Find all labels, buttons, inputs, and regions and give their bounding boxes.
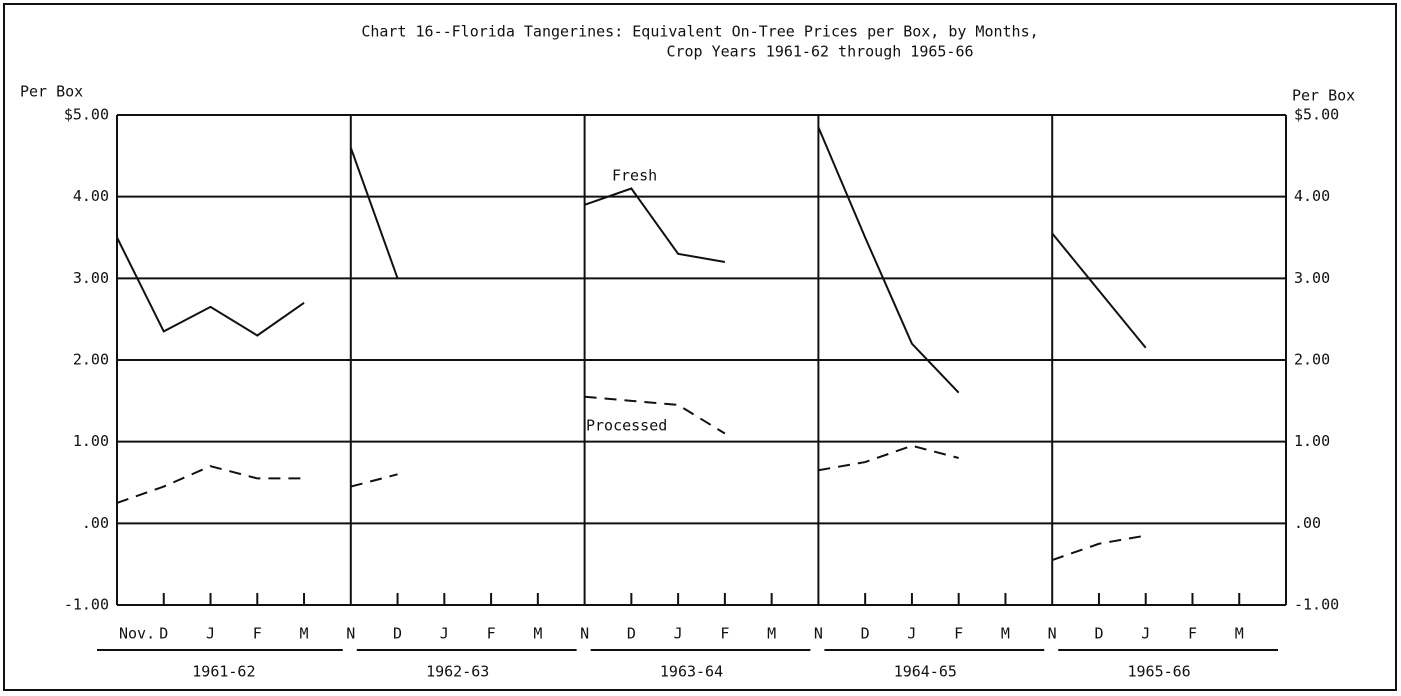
x-tick-label: M (767, 625, 776, 643)
series-line (350, 473, 398, 488)
x-tick-label: F (720, 625, 729, 643)
series-line (1051, 232, 1147, 349)
x-tick-label: M (1235, 625, 1244, 643)
x-tick-label: J (674, 625, 683, 643)
y-tick-label: .00 (82, 514, 109, 532)
series-line (584, 395, 726, 435)
series-annotation: Processed (586, 417, 667, 435)
x-tick-label: N (814, 625, 823, 643)
y-tick-label: 3.00 (73, 269, 109, 287)
y-tick-label: 4.00 (73, 187, 109, 205)
x-tick-label: F (954, 625, 963, 643)
y2-tick-label: 3.00 (1294, 269, 1330, 287)
y2-tick-label: -1.00 (1294, 596, 1339, 614)
group-label: 1962-63 (426, 663, 489, 681)
x-tick-label: F (487, 625, 496, 643)
y-tick-label: 2.00 (73, 351, 109, 369)
y2-tick-label: 1.00 (1294, 432, 1330, 450)
x-tick-label: D (1094, 625, 1103, 643)
x-tick-label: F (253, 625, 262, 643)
x-tick-label: D (159, 625, 168, 643)
chart-title: Chart 16--Florida Tangerines: Equivalent… (361, 23, 1038, 41)
y-tick-label: 1.00 (73, 432, 109, 450)
x-tick-label: M (533, 625, 542, 643)
series-line (817, 126, 960, 394)
x-tick-label: J (1141, 625, 1150, 643)
y-axis-label: Per Box (20, 83, 83, 101)
x-tick-label: J (206, 625, 215, 643)
group-label: 1961-62 (192, 663, 255, 681)
series-line (116, 237, 305, 337)
series-line (349, 147, 399, 279)
chart-subtitle: Crop Years 1961-62 through 1965-66 (666, 43, 973, 61)
series-line (1051, 534, 1146, 562)
y2-axis-label: Per Box (1292, 87, 1355, 105)
x-tick-label: D (393, 625, 402, 643)
x-tick-label: M (300, 625, 309, 643)
group-label: 1965-66 (1127, 663, 1190, 681)
frame (3, 3, 1397, 691)
y2-tick-label: .00 (1294, 514, 1321, 532)
y2-tick-label: 4.00 (1294, 187, 1330, 205)
x-tick-label: F (1188, 625, 1197, 643)
series-line (818, 444, 959, 472)
y-tick-label: $5.00 (64, 106, 109, 124)
x-tick-label: D (627, 625, 636, 643)
group-label: 1963-64 (660, 663, 723, 681)
x-tick-label: M (1001, 625, 1010, 643)
x-tick-label: N (1048, 625, 1057, 643)
y-tick-label: -1.00 (64, 596, 109, 614)
x-tick-label: N (346, 625, 355, 643)
y2-tick-label: $5.00 (1294, 106, 1339, 124)
y2-tick-label: 2.00 (1294, 351, 1330, 369)
x-tick-label: J (907, 625, 916, 643)
series-annotation: Fresh (612, 167, 657, 185)
series-line (116, 465, 305, 504)
x-tick-label: Nov. (119, 625, 155, 643)
group-label: 1964-65 (894, 663, 957, 681)
x-tick-label: N (580, 625, 589, 643)
series-line (584, 187, 726, 263)
x-tick-label: D (861, 625, 870, 643)
x-tick-label: J (440, 625, 449, 643)
